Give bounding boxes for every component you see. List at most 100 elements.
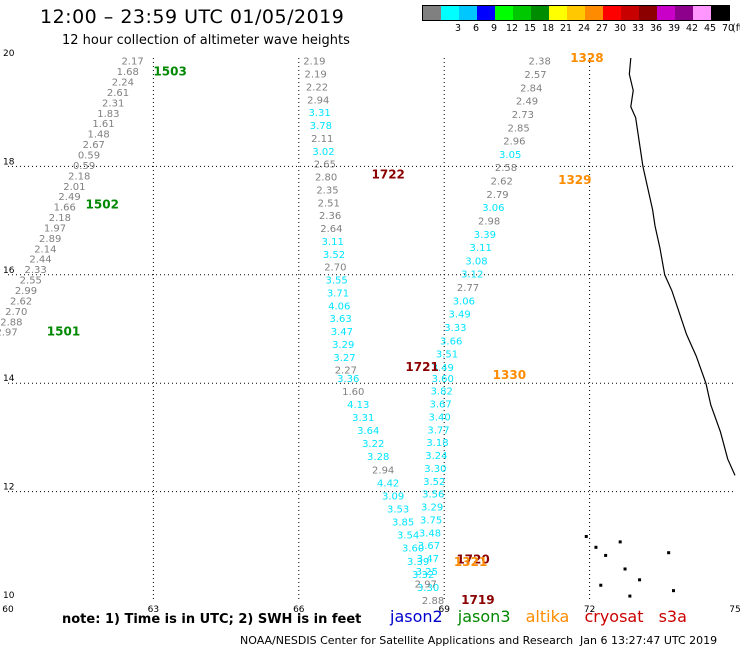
legend-swatch [549,6,567,20]
wave-height-value: 3.60 [402,544,424,555]
lat-tick-label: 10 [3,591,15,601]
grid [8,58,735,600]
wave-height-value: 3.12 [461,270,483,281]
wave-height-value: 0.59 [73,161,95,172]
page-subtitle: 12 hour collection of altimeter wave hei… [62,33,350,48]
legend-swatch [603,6,621,20]
wave-height-value: 3.22 [362,439,384,450]
pass-label: 1502 [86,197,119,211]
sat-altika: altika [525,607,570,626]
legend-label: 39 [667,23,681,34]
legend-label: 45 [703,23,717,34]
wave-height-value: 3.08 [465,256,487,267]
wave-height-value: 3.51 [436,350,458,361]
pass-label: 1720 [456,552,489,566]
wave-height-value: 3.25 [416,567,438,578]
lon-tick-label: 60 [2,605,14,615]
legend-label: 18 [541,23,555,34]
credit-text: NOAA/NESDIS Center for Satellite Applica… [240,634,574,647]
wave-height-value: 3.05 [499,150,521,161]
wave-height-value: 2.73 [512,110,534,121]
wave-height-value: 3.67 [430,400,452,411]
wave-height-value: 2.70 [324,263,346,274]
pass-label: 1330 [493,368,526,382]
wave-height-value: 4.06 [328,301,350,312]
island-marker [628,594,632,598]
wave-height-value: 2.64 [320,224,342,235]
wave-height-value: 2.89 [39,234,61,245]
legend-swatch [657,6,675,20]
wave-height-value: 3.47 [331,327,353,338]
pass-label: 1501 [47,325,80,339]
wave-height-value: 3.66 [440,336,462,347]
island-marker [623,567,627,571]
island-marker [638,578,642,582]
note-text: note: 1) Time is in UTC; 2) SWH is in fe… [62,612,362,627]
lat-tick-label: 14 [3,374,15,384]
wave-height-value: 2.94 [307,95,329,106]
wave-height-value: 3.02 [312,147,334,158]
pass-label: 1503 [153,65,186,79]
legend-swatch [567,6,585,20]
wave-height-value: 3.53 [387,504,409,515]
wave-height-value: 2.88 [422,596,444,607]
wave-height-value: 1.61 [92,119,114,130]
wave-height-value: 3.64 [357,426,379,437]
wave-height-value: 2.49 [58,192,80,203]
island-marker [618,540,622,544]
wave-height-value: 2.24 [112,78,134,89]
wave-height-value: 3.09 [382,491,404,502]
wave-height-value: 2.77 [457,283,479,294]
legend-swatch [477,6,495,20]
wave-height-value: 2.94 [372,465,394,476]
wave-height-value: 3.31 [352,413,374,424]
wave-height-value: 2.96 [503,137,525,148]
wave-height-value: 1.97 [44,223,66,234]
wave-height-value: 2.57 [524,70,546,81]
lat-tick-label: 16 [3,266,15,276]
coastline-india [628,57,736,476]
wave-height-value: 3.33 [444,323,466,334]
island-marker [584,534,588,538]
wave-height-value: 2.80 [315,173,337,184]
wave-height-value: 2.70 [5,307,27,318]
legend-swatch [621,6,639,20]
legend-label: 12 [505,23,519,34]
wave-height-value: 4.42 [377,478,399,489]
lat-tick-label: 12 [3,483,14,493]
wave-height-value: 2.51 [318,198,340,209]
wave-height-value: 2.58 [495,163,517,174]
lat-tick-label: 18 [3,157,15,167]
wave-height-value: 3.39 [407,557,429,568]
wave-height-value: 2.01 [63,182,85,193]
legend-label: 42 [685,23,699,34]
wave-height-value: 2.36 [319,211,341,222]
axis-ticks: 60 63 66 69 72 75 20 18 16 14 12 10 [2,49,740,615]
pass-label: 1722 [372,168,405,182]
wave-height-value: 3.54 [397,531,419,542]
wave-height-value: 3.67 [418,541,440,552]
wave-height-value: 3.40 [428,412,450,423]
wave-height-value: 2.44 [29,255,51,266]
legend-swatch [711,6,729,20]
lon-tick-label: 66 [293,605,305,615]
sat-jason3: jason3 [457,607,511,626]
legend-swatch [585,6,603,20]
wave-height-value: 2.18 [68,171,90,182]
wave-height-value: 3.06 [482,203,504,214]
island-marker [604,553,608,557]
wave-height-value: 2.97 [0,328,18,339]
wave-height-value: 3.49 [448,310,470,321]
legend-label: 33 [631,23,645,34]
wave-height-value: 2.79 [486,190,508,201]
coastline [584,57,736,598]
wave-height-value: 2.35 [316,185,338,196]
wave-height-value: 3.06 [453,296,475,307]
page-title: 12:00 – 23:59 UTC 01/05/2019 [40,6,345,28]
wave-height-value: 3.27 [333,353,355,364]
lon-tick-label: 75 [729,605,740,615]
wave-height-value: 2.22 [306,82,328,93]
wave-height-value: 2.88 [0,317,22,328]
